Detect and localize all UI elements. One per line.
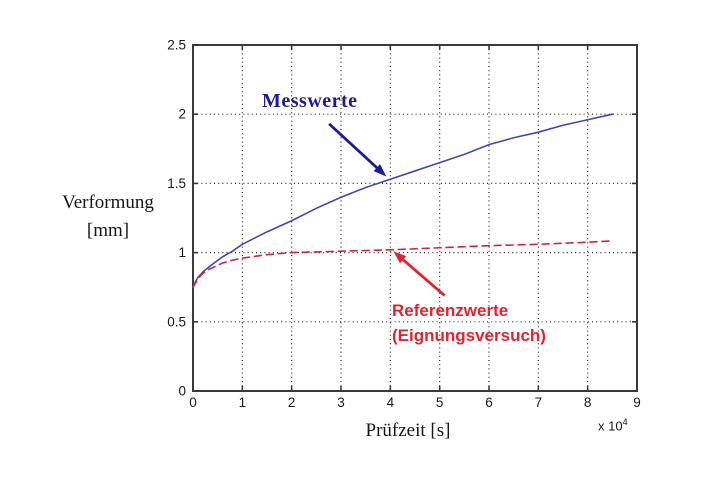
x-axis-scale-exponent: 4 [622,417,628,427]
x-axis-scale-multiplier: x 104 [598,417,628,433]
x-tick-label: 6 [485,395,493,410]
referenzwerte-annotation-label: Referenzwerte (Eignungsversuch) [392,298,546,348]
annotation-arrow-line-1 [397,254,446,297]
annotation-arrow-head-0 [373,164,387,177]
messwerte-annotation-label: Messwerte [262,90,358,112]
x-tick-label: 5 [436,395,444,410]
referenzwerte-annotation-line2: (Eignungsversuch) [392,326,546,345]
y-tick-label: 1.5 [167,176,186,191]
x-tick-label: 0 [189,395,197,410]
x-tick-label: 7 [535,395,543,410]
x-axis-label: Prüfzeit [s] [365,420,451,441]
x-tick-label: 4 [387,395,395,410]
y-tick-label: 1 [178,245,186,260]
y-axis-label-line1: Verformung [62,192,154,213]
series-line-messwerte [192,113,614,289]
series-line-referenzwerte-eignungsversuch [192,240,614,289]
x-axis-scale-prefix: x 10 [598,418,623,434]
x-tick-label: 9 [633,395,641,410]
y-axis-label: Verformung [mm] [34,189,182,245]
y-axis-label-line2: [mm] [86,220,130,241]
x-tick-label: 8 [584,395,592,410]
y-tick-label: 2 [178,107,186,122]
annotation-arrow-head-1 [393,251,407,264]
referenzwerte-annotation-line1: Referenzwerte [392,301,509,320]
x-tick-label: 1 [239,395,247,410]
axes-box [192,44,638,392]
y-tick-label: 2.5 [167,38,186,53]
x-tick-label: 2 [288,395,296,410]
x-tick-label: 3 [337,395,345,410]
y-tick-label: 0 [178,384,186,399]
annotation-arrow-line-0 [328,122,383,173]
y-tick-label: 0.5 [167,314,186,329]
